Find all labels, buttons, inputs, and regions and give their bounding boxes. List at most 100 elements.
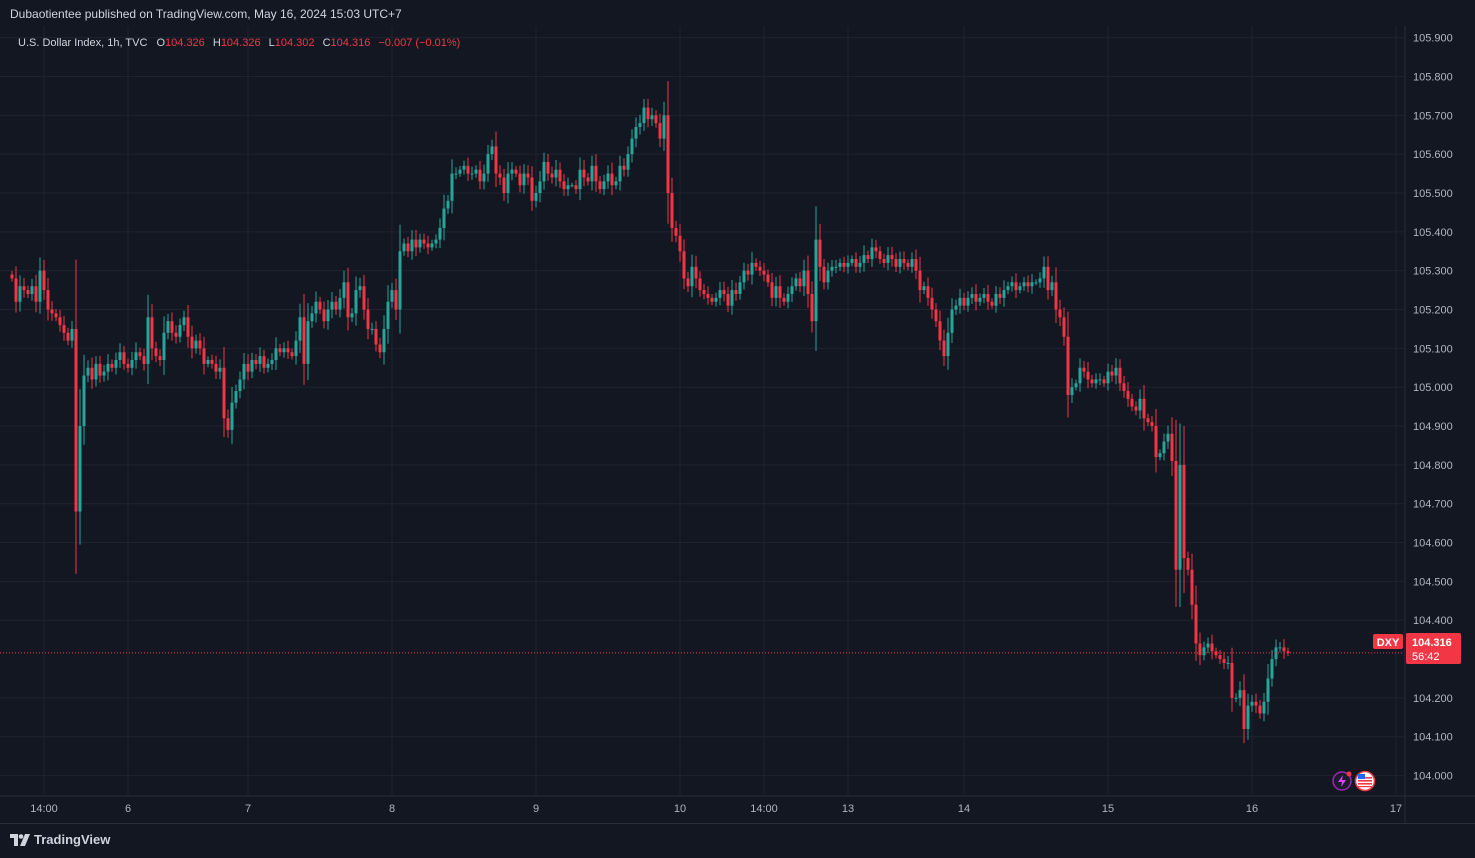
candle (258, 347, 262, 372)
candle (606, 165, 610, 189)
candle-body (758, 266, 762, 271)
candle (974, 284, 978, 311)
candle-body (346, 282, 350, 318)
candle (706, 286, 710, 305)
candle (458, 166, 462, 177)
time-axis[interactable]: 14:00 6 7 8 9 10 14:00 13 14 15 16 17 (30, 803, 1402, 815)
candle (1226, 655, 1230, 670)
candle-body (1150, 422, 1154, 427)
candle-body (1066, 336, 1070, 395)
candle (1022, 277, 1026, 291)
candle-body (74, 328, 78, 512)
candle (286, 340, 290, 360)
candle-body (1246, 705, 1250, 729)
y-tick-label: 104.500 (1413, 576, 1453, 588)
candle (982, 287, 986, 304)
tradingview-brand-text: TradingView (34, 832, 111, 847)
candle-body (874, 247, 878, 252)
candle (94, 356, 98, 387)
candle-body (586, 177, 590, 182)
candle (10, 270, 14, 282)
candle (694, 255, 698, 289)
candle (802, 259, 806, 297)
candle-body (606, 173, 610, 182)
candle-body (538, 181, 542, 194)
candle (890, 246, 894, 267)
candle-body (246, 363, 250, 372)
y-tick-label: 104.800 (1413, 460, 1453, 472)
candle-body (482, 173, 486, 182)
price-tag-value: 104.316 (1412, 637, 1452, 649)
candle-body (614, 181, 618, 186)
candle-body (70, 328, 74, 341)
candle-body (170, 321, 174, 333)
candle (546, 153, 550, 181)
candle-body (1022, 282, 1026, 287)
candle-body (882, 259, 886, 263)
candle (306, 303, 310, 381)
candle (530, 166, 534, 211)
candle (1126, 382, 1130, 407)
candle (786, 286, 790, 309)
candle (798, 271, 802, 293)
candle-body (294, 340, 298, 357)
candle-body (858, 262, 862, 267)
candle-body (1002, 290, 1006, 298)
x-tick-label: 14 (958, 803, 970, 815)
candle (378, 337, 382, 359)
candle-body (1094, 379, 1098, 384)
candle-body (362, 286, 366, 310)
candle-body (1266, 678, 1270, 702)
candle-body (298, 317, 302, 341)
candle-body (1062, 317, 1066, 337)
candle-body (494, 146, 498, 174)
candle (22, 277, 26, 298)
candle-body (734, 290, 738, 294)
candle (1038, 272, 1042, 288)
candle-body (834, 266, 838, 268)
candle-body (458, 169, 462, 174)
candle-body (670, 193, 674, 228)
candle (610, 162, 614, 196)
candle-body (406, 243, 410, 252)
candle (14, 266, 18, 313)
candle-body (726, 293, 730, 306)
ticker-tag-text: DXY (1377, 637, 1400, 649)
candle (246, 354, 250, 381)
candle (1286, 647, 1290, 657)
candle (270, 353, 274, 371)
candle (550, 166, 554, 184)
candle (482, 164, 486, 190)
candle-body (542, 161, 546, 182)
candle (870, 238, 874, 267)
candle-body (250, 360, 254, 372)
candle (662, 101, 666, 151)
candle (470, 166, 474, 180)
candle (766, 269, 770, 287)
candle (1014, 273, 1018, 299)
candle (966, 291, 970, 312)
candlestick-chart[interactable]: 105.900 105.800 105.700 105.600 105.500 105.4… (0, 26, 1475, 823)
candle (862, 245, 866, 272)
tradingview-logo[interactable]: TradingView (10, 832, 110, 847)
candle-body (50, 309, 54, 314)
candle (174, 325, 178, 344)
candle-body (722, 290, 726, 294)
lightning-icon[interactable] (1332, 771, 1352, 791)
open-value: 104.326 (165, 37, 205, 49)
candle (1270, 649, 1274, 687)
candle-body (894, 259, 898, 267)
candle (178, 318, 182, 343)
candle-body (1082, 367, 1086, 372)
candle (506, 162, 510, 204)
candle-body (978, 297, 982, 302)
candle (1242, 674, 1246, 744)
candle-body (34, 286, 38, 302)
candle-body (506, 173, 510, 194)
candle (486, 145, 490, 182)
candle-body (754, 262, 758, 267)
price-axis[interactable]: 105.900 105.800 105.700 105.600 105.500 105.4… (1413, 33, 1453, 783)
us-flag-icon[interactable] (1354, 770, 1376, 792)
candle-body (502, 177, 506, 194)
chart-area[interactable]: 105.900 105.800 105.700 105.600 105.500 105.4… (0, 26, 1475, 823)
